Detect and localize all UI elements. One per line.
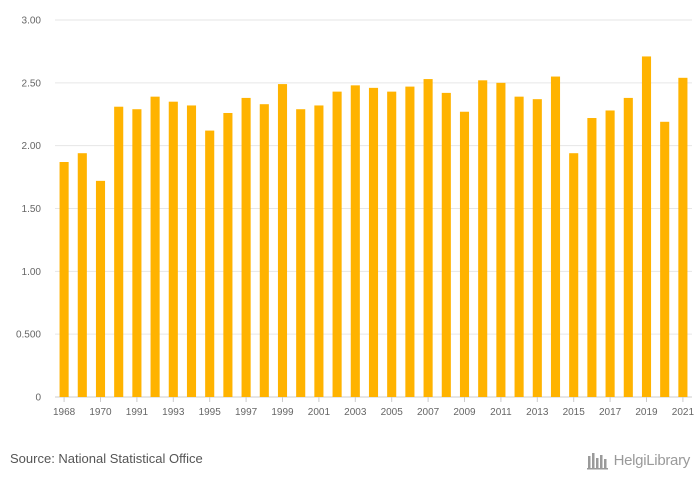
bar-2000[interactable]	[296, 109, 306, 398]
bar-2014[interactable]	[550, 76, 561, 398]
bar-2013[interactable]	[532, 99, 542, 398]
bar-1969[interactable]	[77, 153, 87, 397]
y-tick-label: 3.00	[22, 16, 42, 27]
x-tick-label: 1968	[53, 407, 76, 418]
bar-2012[interactable]	[514, 96, 524, 397]
x-tick-label: 1995	[199, 407, 222, 418]
x-tick-label: 1970	[89, 407, 112, 418]
x-tick-label: 1997	[235, 407, 258, 418]
y-axis-ticks: 0 0.500 1.00 1.50 2.00 2.50 3.00	[16, 16, 41, 404]
x-tick-label: 2001	[308, 407, 331, 418]
bar-2018[interactable]	[623, 97, 633, 397]
x-tick-label: 1993	[162, 407, 185, 418]
bar-2020[interactable]	[660, 121, 670, 397]
bar-2016[interactable]	[587, 118, 597, 398]
bar-2007[interactable]	[423, 79, 433, 398]
library-icon	[586, 453, 608, 470]
bar-2019[interactable]	[641, 56, 652, 398]
x-tick-label: 2009	[453, 407, 476, 418]
y-tick-label: 2.50	[22, 78, 42, 89]
bar-1970[interactable]	[95, 180, 106, 397]
x-tick-label: 2005	[381, 407, 404, 418]
bar-2021[interactable]	[678, 77, 688, 397]
bar-2002[interactable]	[332, 91, 342, 397]
source-note: Source: National Statistical Office	[10, 451, 203, 466]
bar-1998[interactable]	[259, 104, 269, 398]
bar-1991[interactable]	[132, 109, 142, 398]
bar-2003[interactable]	[350, 85, 360, 397]
x-tick-label: 2015	[563, 407, 586, 418]
x-tick-label: 1991	[126, 407, 149, 418]
x-tick-label: 2019	[635, 407, 658, 418]
y-tick-label: 0	[35, 393, 41, 404]
bar-1968[interactable]	[59, 162, 69, 397]
bar-2001[interactable]	[314, 105, 324, 397]
bar-2015[interactable]	[569, 153, 579, 397]
x-tick-label: 2021	[672, 407, 695, 418]
x-tick-label: 2007	[417, 407, 440, 418]
bar-1971[interactable]	[114, 106, 124, 398]
bar-2008[interactable]	[441, 92, 451, 398]
bar-1999[interactable]	[277, 84, 288, 397]
x-axis-ticks: 1968 1970 1991 1993 1995 1997 1999 2001 2003 2005…	[53, 397, 694, 418]
y-tick-label: 1.00	[22, 267, 42, 278]
x-tick-label: 2013	[526, 407, 549, 418]
x-tick-label: 2017	[599, 407, 622, 418]
bar-1992[interactable]	[150, 96, 160, 397]
bar-2006[interactable]	[405, 86, 415, 397]
bar-2005[interactable]	[387, 91, 397, 397]
bar-1995[interactable]	[205, 130, 215, 397]
y-tick-label: 0.500	[16, 330, 41, 341]
bar-2004[interactable]	[368, 87, 379, 398]
bar-2010[interactable]	[478, 80, 488, 397]
bar-1993[interactable]	[168, 101, 178, 397]
x-tick-label: 2003	[344, 407, 367, 418]
bar-1994[interactable]	[186, 105, 197, 397]
bars	[59, 56, 688, 398]
x-tick-label: 2011	[490, 407, 512, 418]
x-tick-label: 1999	[271, 407, 294, 418]
bar-1997[interactable]	[241, 97, 251, 397]
y-tick-label: 1.50	[22, 204, 42, 215]
y-tick-label: 2.00	[22, 141, 42, 152]
brand-name: HelgiLibrary	[613, 451, 691, 469]
bar-2017[interactable]	[605, 110, 615, 397]
brand-logo[interactable]: HelgiLibrary	[586, 449, 691, 471]
bar-1996[interactable]	[223, 112, 233, 397]
bar-2011[interactable]	[496, 82, 506, 397]
bar-2009[interactable]	[459, 111, 470, 397]
